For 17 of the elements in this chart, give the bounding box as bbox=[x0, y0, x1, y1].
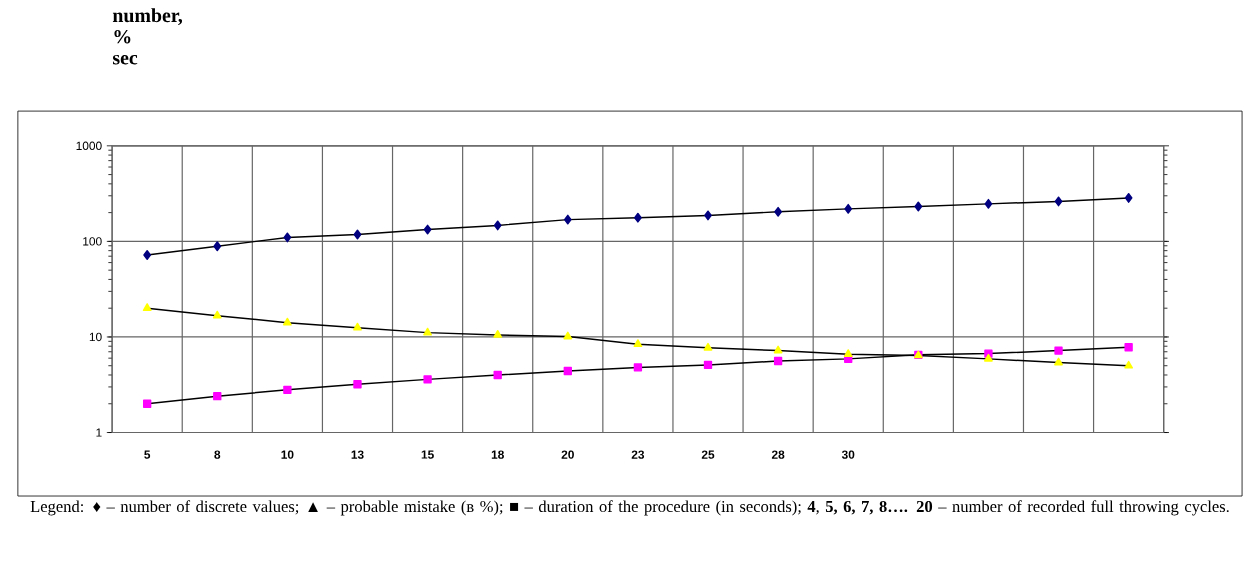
text: Legend: ♦ – number of discrete values; ▲ – probable mistake (в %); ■ – duration of the procedure (in seconds); 4, 5, 6, 7, 8…. 20 – number of recorded full throwing cycles. bbox=[30, 500, 1229, 516]
x-tick-label: 25 bbox=[701, 450, 715, 459]
x-tick-label: 8 bbox=[214, 450, 221, 459]
x-tick-label: 23 bbox=[631, 450, 645, 459]
x-tick-label: 5 bbox=[144, 450, 151, 459]
x-tick-label: 18 bbox=[491, 450, 504, 459]
x-tick-label: 15 bbox=[421, 450, 434, 459]
y-tick-label: 1 bbox=[96, 428, 102, 437]
y-tick-label: 1000 bbox=[76, 141, 102, 150]
y-tick-label: 100 bbox=[83, 236, 102, 246]
x-tick-label: 30 bbox=[841, 450, 855, 459]
y-tick-label: 10 bbox=[89, 332, 102, 341]
x-tick-label: 10 bbox=[281, 450, 294, 459]
x-tick-label: 13 bbox=[351, 450, 364, 459]
x-tick-label: 28 bbox=[771, 450, 785, 459]
x-tick-label: 20 bbox=[561, 450, 574, 459]
y-axis-title: number, % sec bbox=[112, 7, 183, 65]
